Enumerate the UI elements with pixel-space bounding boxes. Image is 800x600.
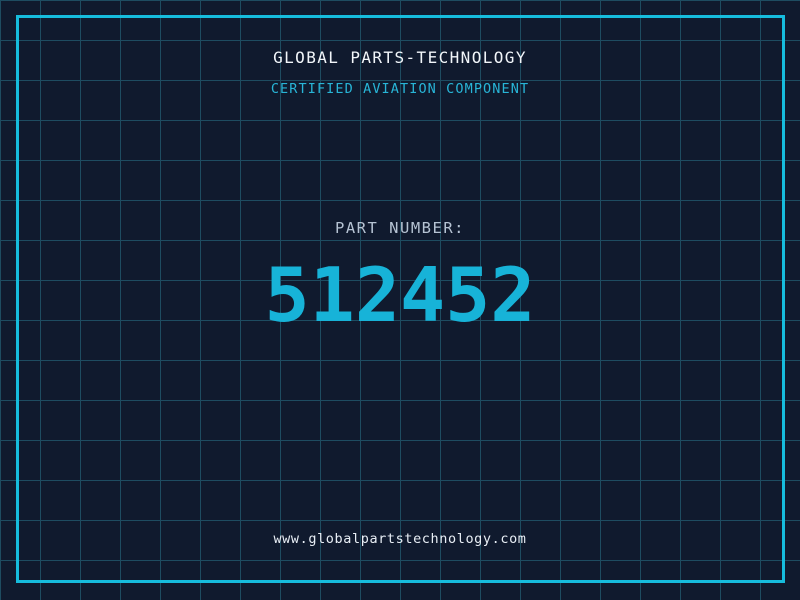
company-title: GLOBAL PARTS-TECHNOLOGY	[273, 48, 527, 67]
part-number-label: PART NUMBER:	[335, 219, 465, 237]
certification-subtitle: CERTIFIED AVIATION COMPONENT	[270, 81, 530, 97]
website-url: www.globalpartstechnology.com	[273, 531, 527, 547]
part-number-value: 512452	[264, 251, 536, 339]
